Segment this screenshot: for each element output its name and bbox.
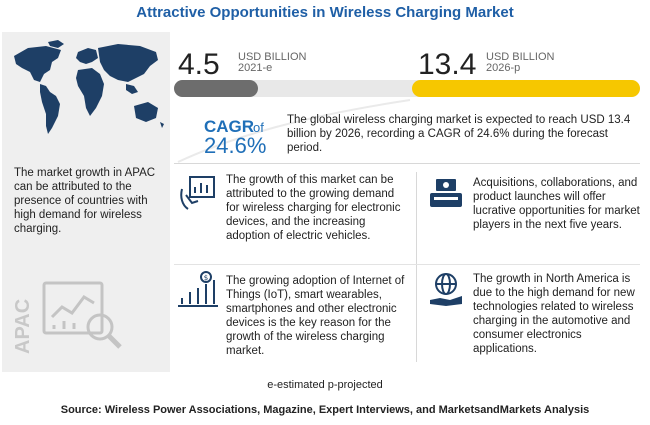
start-unit-block: USD BILLION 2021-e: [238, 52, 306, 74]
start-year: 2021-e: [238, 62, 273, 74]
end-value: 13.4: [418, 48, 477, 81]
svg-text:$: $: [204, 274, 208, 282]
chart-document-icon: [180, 176, 215, 210]
source-note: Source: Wireless Power Associations, Mag…: [60, 404, 590, 416]
growth-chart-icon: $: [178, 271, 218, 307]
page-title: Attractive Opportunities in Wireless Cha…: [136, 4, 514, 21]
end-unit: USD BILLION: [486, 51, 555, 63]
cagr-value: 24.6%: [204, 133, 267, 158]
footnote: e-estimated p-projected: [267, 379, 383, 391]
cagr-label: CAGR: [204, 117, 255, 136]
item-north-america: The growth in North America is due to th…: [473, 273, 635, 355]
decorative-swoosh: [177, 99, 411, 163]
start-value: 4.5: [178, 48, 220, 81]
divider: [174, 264, 640, 265]
divider-vertical: [416, 172, 417, 362]
end-value-block: 13.4: [418, 50, 476, 80]
cagr-description: The global wireless charging market is e…: [287, 114, 631, 154]
end-year: 2026-p: [486, 62, 521, 74]
handshake-icon: [430, 179, 462, 207]
item-acquisitions: Acquisitions, collaborations, and produc…: [473, 177, 640, 231]
item-iot-adoption: The growing adoption of Internet of Thin…: [226, 275, 405, 357]
start-unit: USD BILLION: [238, 51, 307, 63]
analytics-magnifier-icon: [42, 281, 122, 349]
globe-hand-icon: [430, 273, 462, 306]
item-market-growth: The growth of this market can be attribu…: [226, 174, 401, 242]
end-bar: [412, 80, 640, 97]
end-unit-block: USD BILLION 2026-p: [486, 52, 554, 74]
world-map-icon: [14, 40, 164, 134]
start-bar: [174, 80, 258, 97]
start-value-block: 4.5: [178, 50, 220, 80]
divider: [174, 163, 640, 164]
cagr-of: of: [253, 120, 264, 135]
left-panel: The market growth in APAC can be attribu…: [2, 32, 170, 372]
apac-description: The market growth in APAC can be attribu…: [14, 167, 156, 235]
apac-region-label: APAC: [12, 298, 34, 354]
